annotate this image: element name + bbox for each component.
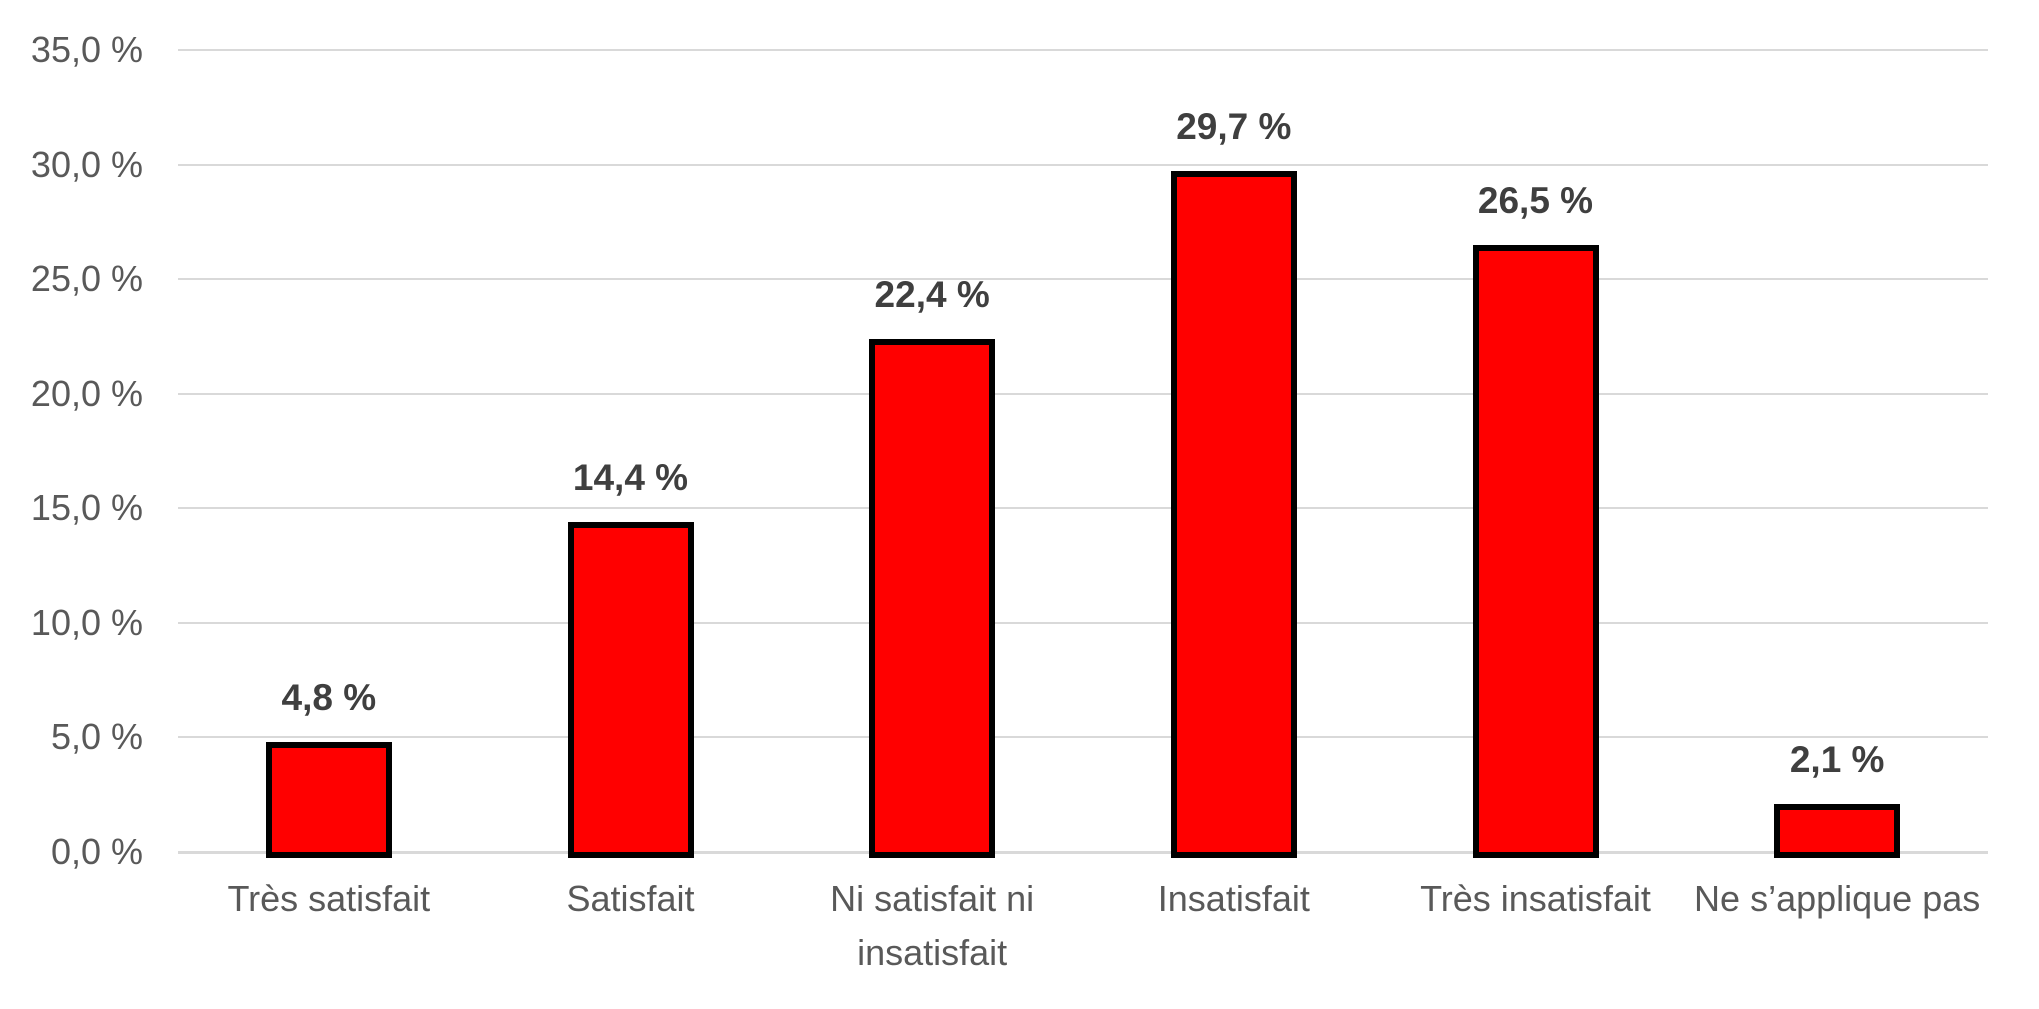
x-axis-category-label: Ni satisfait ni insatisfait <box>830 878 1035 973</box>
plot-area: 4,8 % 14,4 % 22,4 % 29,7 % 26,5 % 2,1 % <box>178 49 1988 858</box>
gridline <box>178 621 1988 624</box>
x-axis-line <box>178 851 1988 854</box>
y-axis-tick-label: 35,0 % <box>30 29 143 70</box>
y-axis-tick-label: 5,0 % <box>50 716 143 758</box>
gridline <box>178 278 1988 281</box>
gridline <box>178 736 1988 739</box>
bar <box>1472 244 1599 858</box>
y-axis-tick-label: 30,0 % <box>30 143 143 185</box>
y-axis-tick-label: 25,0 % <box>30 258 143 300</box>
bar <box>265 742 392 858</box>
gridline <box>178 507 1988 510</box>
bar-data-label: 2,1 % <box>1789 738 1885 780</box>
y-axis-tick-label: 20,0 % <box>30 372 143 414</box>
y-axis-tick-label: 15,0 % <box>30 487 143 529</box>
bar <box>567 522 694 858</box>
x-axis-category-label: Satisfait <box>566 878 695 919</box>
gridline <box>178 163 1988 166</box>
bar <box>869 338 996 858</box>
gridline <box>178 49 1988 51</box>
x-axis-category-label: Insatisfait <box>1157 878 1310 919</box>
bar-data-label: 4,8 % <box>281 677 377 719</box>
gridline <box>178 392 1988 395</box>
x-axis-category-label: Très insatisfait <box>1420 878 1651 919</box>
bar-data-label: 22,4 % <box>874 273 990 315</box>
x-axis-category-label: Très satisfait <box>227 878 431 919</box>
bar-data-label: 14,4 % <box>572 457 689 499</box>
bar-data-label: 29,7 % <box>1176 106 1292 148</box>
bar-data-label: 26,5 % <box>1477 179 1594 221</box>
bar <box>1774 803 1901 858</box>
bar <box>1170 171 1297 858</box>
y-axis-tick-label: 0,0 % <box>50 831 143 872</box>
x-axis-category-label: Ne s’applique pas <box>1694 878 1981 919</box>
y-axis-tick-label: 10,0 % <box>30 601 143 643</box>
